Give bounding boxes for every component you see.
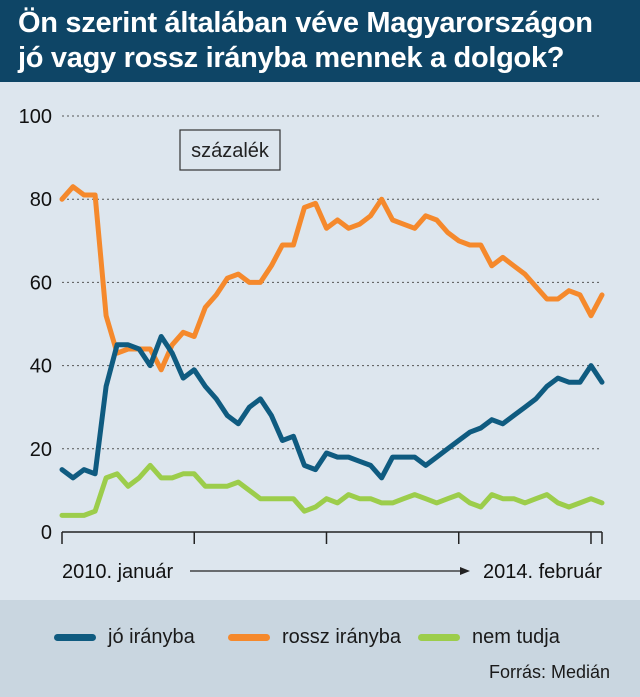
x-start-label: 2010. január	[62, 561, 174, 583]
legend-swatch-jo	[54, 633, 96, 641]
gridlines	[62, 115, 602, 450]
series-lines	[59, 184, 605, 518]
series-line-nem-tudja	[59, 462, 605, 518]
legend-item-jo: jó irányba	[54, 622, 195, 652]
legend-label-rossz: rossz irányba	[282, 625, 401, 648]
plot-area: 0 20 40 60 80 100 százalék 2010. január 2014.…	[0, 82, 640, 594]
unit-label: százalék	[191, 140, 270, 162]
y-tick-label: 60	[30, 272, 52, 294]
chart-title: Ön szerint általában véve Magyarországon…	[0, 0, 640, 82]
unit-label-box: százalék	[179, 129, 281, 171]
x-axis	[61, 531, 603, 544]
legend-label-nem-tudja: nem tudja	[472, 625, 560, 648]
legend-swatch-rossz	[228, 633, 270, 641]
chart-title-line1: Ön szerint általában véve Magyarországon	[18, 7, 593, 39]
y-tick-label: 100	[19, 106, 52, 128]
y-tick-label: 0	[41, 522, 52, 544]
legend-item-rossz: rossz irányba	[228, 622, 401, 652]
legend-item-nem-tudja: nem tudja	[418, 622, 560, 652]
y-tick-label: 80	[30, 189, 52, 211]
legend-swatch-nem-tudja	[418, 633, 460, 641]
time-arrow	[190, 567, 470, 575]
legend: jó irányba rossz irányba nem tudja Forrá…	[0, 600, 640, 697]
source-note: Forrás: Medián	[488, 662, 610, 682]
series-line-jo	[59, 334, 605, 481]
y-tick-label: 40	[30, 356, 52, 378]
y-tick-label: 20	[30, 439, 52, 461]
legend-label-jo: jó irányba	[108, 625, 195, 648]
series-line-rossz	[59, 184, 605, 373]
y-axis-ticks: 0 20 40 60 80 100	[19, 106, 52, 544]
x-end-label: 2014. február	[483, 561, 602, 583]
line-chart: 0 20 40 60 80 100 százalék 2010. január 2014.…	[19, 106, 605, 583]
chart-title-line2: jó vagy rossz irányba mennek a dolgok?	[18, 42, 565, 74]
